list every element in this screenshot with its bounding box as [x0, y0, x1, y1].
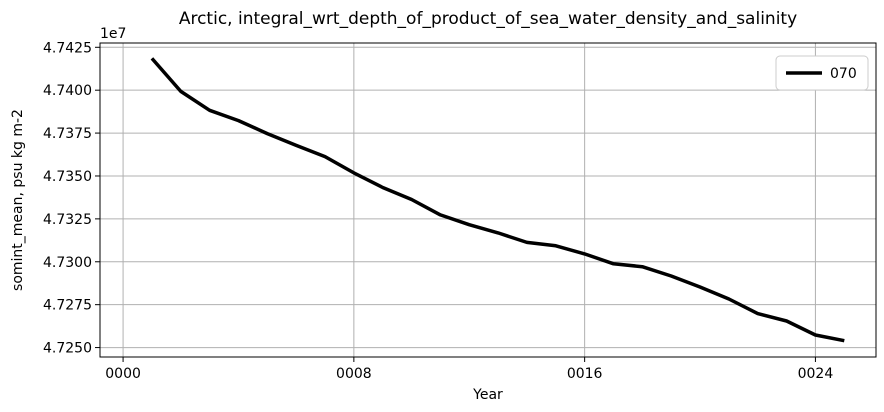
y-tick-label: 4.7275	[43, 298, 92, 314]
y-tick-label: 4.7375	[43, 126, 92, 142]
x-tick-label: 0024	[798, 366, 834, 382]
legend-label: 070	[830, 66, 857, 82]
y-tick-label: 4.7350	[43, 169, 92, 185]
x-tick-label: 0008	[336, 366, 372, 382]
grid-layer	[100, 43, 876, 357]
y-axis-label: somint_mean, psu kg m-2	[10, 109, 26, 291]
y-tick-label: 4.7300	[43, 255, 92, 271]
legend: 070	[775, 55, 869, 91]
x-axis-label: Year	[472, 387, 503, 403]
y-offset-label: 1e7	[100, 26, 126, 42]
y-tick-label: 4.7250	[43, 341, 92, 357]
series-layer	[150, 57, 845, 343]
plot-frame	[99, 42, 877, 358]
x-tick-label: 0000	[105, 366, 141, 382]
chart-title: Arctic, integral_wrt_depth_of_product_of…	[179, 9, 797, 29]
x-tick-label: 0016	[567, 366, 603, 382]
tick-layer: 0000 0008 0016 0024 4.7250 4.7275 4.7300 4.7325…	[43, 40, 833, 382]
y-tick-label: 4.7325	[43, 212, 92, 228]
y-tick-label: 4.7400	[43, 83, 92, 99]
series-line-070	[150, 57, 845, 343]
y-tick-label: 4.7425	[43, 40, 92, 56]
